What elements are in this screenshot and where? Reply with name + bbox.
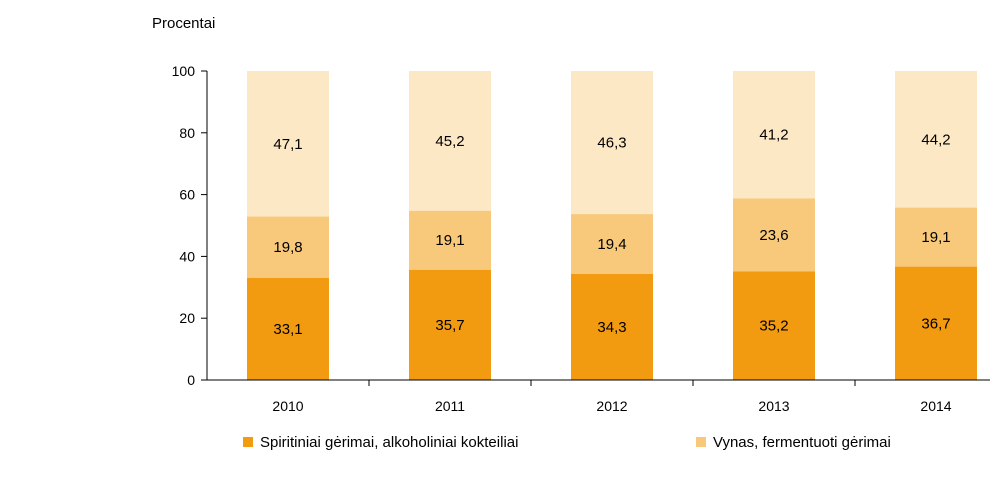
data-label-2010-s0: 33,1 — [273, 321, 302, 338]
legend-label-0: Spiritiniai gėrimai, alkoholiniai koktei… — [260, 434, 518, 451]
y-tick-label-40: 40 — [179, 248, 195, 264]
data-label-2014-s0: 36,7 — [921, 315, 950, 332]
y-tick-label-0: 0 — [187, 372, 195, 388]
y-axis: 0 20 40 60 80 100 — [172, 63, 208, 388]
data-label-2013-s2: 41,2 — [759, 127, 788, 144]
legend: Spiritiniai gėrimai, alkoholiniai koktei… — [243, 434, 891, 451]
y-tick-label-60: 60 — [179, 187, 195, 203]
bar-segment-2012-s1 — [571, 214, 653, 275]
x-tick-label-2014: 2014 — [920, 398, 951, 414]
data-label-2013-s1: 23,6 — [759, 227, 788, 244]
bar-segment-2010-s2 — [247, 71, 329, 217]
bar-segment-2011-s1 — [409, 210, 491, 270]
data-label-2010-s2: 47,1 — [273, 136, 302, 153]
data-label-2013-s0: 35,2 — [759, 318, 788, 335]
bar-segment-2014-s0 — [895, 266, 977, 380]
data-label-2012-s0: 34,3 — [597, 319, 626, 336]
bar-segment-2012-s2 — [571, 71, 653, 215]
data-label-2011-s1: 19,1 — [435, 232, 464, 249]
data-label-2011-s2: 45,2 — [435, 133, 464, 150]
data-label-2012-s2: 46,3 — [597, 135, 626, 152]
bar-segment-2010-s1 — [247, 216, 329, 278]
bar-segment-2010-s0 — [247, 277, 329, 380]
bar-segment-2013-s2 — [733, 71, 815, 199]
y-tick-label-20: 20 — [179, 310, 195, 326]
bars-group: 33,1 19,8 47,1 35,7 19,1 45,2 34,3 19,4 46,3 35,2… — [247, 71, 977, 380]
bar-segment-2012-s0 — [571, 274, 653, 380]
bar-segment-2014-s2 — [895, 71, 977, 208]
y-tick-label-80: 80 — [179, 125, 195, 141]
bar-segment-2013-s0 — [733, 271, 815, 380]
bar-segment-2011-s2 — [409, 71, 491, 211]
x-axis: 2010 2011 2012 2013 2014 — [207, 379, 990, 414]
bar-segment-2014-s1 — [895, 207, 977, 267]
legend-label-1: Vynas, fermentuoti gėrimai — [713, 434, 891, 451]
y-axis-label: Procentai — [152, 15, 215, 32]
bar-segment-2011-s0 — [409, 269, 491, 380]
legend-swatch-0 — [243, 437, 253, 447]
data-label-2014-s2: 44,2 — [921, 131, 950, 148]
data-label-2010-s1: 19,8 — [273, 239, 302, 256]
data-label-2011-s0: 35,7 — [435, 317, 464, 334]
data-label-2012-s1: 19,4 — [597, 236, 626, 253]
x-tick-label-2011: 2011 — [435, 398, 465, 414]
bar-segment-2013-s1 — [733, 198, 815, 272]
x-tick-label-2010: 2010 — [272, 398, 303, 414]
x-tick-label-2012: 2012 — [596, 398, 627, 414]
data-label-2014-s1: 19,1 — [921, 229, 950, 246]
y-tick-label-100: 100 — [172, 63, 196, 79]
legend-swatch-1 — [696, 437, 706, 447]
x-tick-label-2013: 2013 — [758, 398, 789, 414]
